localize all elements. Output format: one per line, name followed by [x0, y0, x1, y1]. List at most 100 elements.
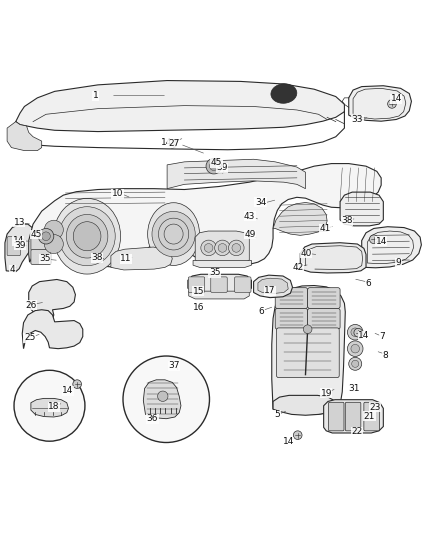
Circle shape [304, 325, 312, 334]
FancyBboxPatch shape [235, 277, 251, 293]
Text: 38: 38 [91, 253, 103, 262]
Circle shape [347, 341, 363, 357]
Polygon shape [362, 227, 421, 268]
Text: 14: 14 [13, 236, 24, 245]
Polygon shape [31, 398, 68, 417]
Text: 9: 9 [396, 258, 401, 267]
Circle shape [15, 237, 24, 246]
Circle shape [349, 357, 362, 370]
Polygon shape [189, 291, 249, 299]
Polygon shape [111, 247, 172, 270]
Polygon shape [300, 243, 366, 273]
Circle shape [38, 229, 54, 244]
Text: 38: 38 [341, 216, 353, 225]
Text: 39: 39 [14, 241, 26, 250]
Text: 11: 11 [120, 254, 132, 263]
Text: 4: 4 [10, 265, 15, 274]
Text: 22: 22 [352, 427, 363, 436]
Text: 14: 14 [162, 139, 173, 147]
Polygon shape [340, 192, 383, 226]
FancyBboxPatch shape [345, 402, 361, 431]
Circle shape [44, 220, 64, 239]
Circle shape [215, 240, 230, 256]
Text: 13: 13 [14, 218, 25, 227]
Circle shape [42, 232, 50, 240]
Polygon shape [29, 279, 75, 322]
Text: 37: 37 [168, 361, 180, 370]
Polygon shape [349, 86, 411, 121]
FancyBboxPatch shape [275, 288, 307, 309]
FancyBboxPatch shape [328, 402, 344, 431]
Polygon shape [5, 224, 34, 272]
Polygon shape [143, 380, 181, 419]
Text: 43: 43 [244, 212, 255, 221]
Circle shape [229, 240, 244, 256]
Circle shape [347, 325, 363, 340]
Circle shape [218, 244, 227, 252]
Circle shape [293, 431, 302, 440]
Text: 18: 18 [48, 402, 60, 411]
Text: 15: 15 [192, 287, 204, 296]
Ellipse shape [271, 84, 297, 103]
Text: 16: 16 [192, 303, 204, 312]
Ellipse shape [152, 212, 195, 257]
Text: 31: 31 [349, 384, 360, 393]
Text: 14: 14 [391, 94, 402, 103]
Circle shape [351, 344, 360, 353]
Text: 8: 8 [382, 351, 388, 360]
Text: 14: 14 [358, 331, 370, 340]
Polygon shape [193, 261, 251, 268]
Circle shape [158, 391, 168, 401]
Text: 36: 36 [147, 414, 158, 423]
FancyBboxPatch shape [307, 309, 340, 329]
Text: 26: 26 [25, 301, 37, 310]
Circle shape [204, 244, 213, 252]
Text: 33: 33 [352, 115, 363, 124]
Text: 21: 21 [364, 411, 375, 421]
Polygon shape [195, 231, 249, 264]
Text: 1: 1 [93, 91, 99, 100]
Ellipse shape [53, 198, 120, 274]
Text: 14: 14 [375, 237, 387, 246]
Circle shape [232, 244, 240, 252]
Text: 45: 45 [211, 158, 222, 167]
Text: 7: 7 [379, 333, 385, 342]
Circle shape [201, 240, 216, 256]
Polygon shape [272, 286, 345, 414]
Polygon shape [273, 395, 338, 415]
Polygon shape [258, 278, 288, 294]
Polygon shape [22, 310, 83, 349]
Circle shape [209, 162, 218, 171]
Circle shape [351, 328, 360, 336]
Polygon shape [324, 400, 383, 433]
Text: 42: 42 [292, 263, 304, 272]
Text: 10: 10 [112, 189, 123, 198]
Circle shape [352, 360, 359, 367]
Ellipse shape [66, 214, 108, 258]
Text: 23: 23 [369, 402, 380, 411]
Text: 49: 49 [244, 230, 256, 239]
Text: 6: 6 [258, 307, 264, 316]
Polygon shape [7, 122, 42, 151]
Text: 34: 34 [255, 198, 266, 207]
Ellipse shape [73, 222, 101, 251]
FancyBboxPatch shape [275, 309, 307, 329]
Ellipse shape [59, 207, 115, 266]
Circle shape [388, 100, 396, 108]
Text: 41: 41 [320, 224, 331, 233]
Polygon shape [273, 203, 327, 236]
Circle shape [123, 356, 209, 442]
Text: 27: 27 [168, 139, 179, 148]
FancyBboxPatch shape [211, 277, 227, 293]
FancyBboxPatch shape [31, 236, 51, 251]
Text: 25: 25 [24, 333, 35, 342]
Text: 35: 35 [209, 268, 220, 277]
Polygon shape [167, 159, 305, 189]
Text: 40: 40 [300, 249, 312, 258]
Circle shape [73, 380, 81, 389]
Polygon shape [188, 274, 251, 293]
Polygon shape [29, 164, 381, 268]
Text: 45: 45 [30, 230, 42, 239]
Polygon shape [254, 275, 293, 297]
FancyBboxPatch shape [276, 328, 339, 378]
